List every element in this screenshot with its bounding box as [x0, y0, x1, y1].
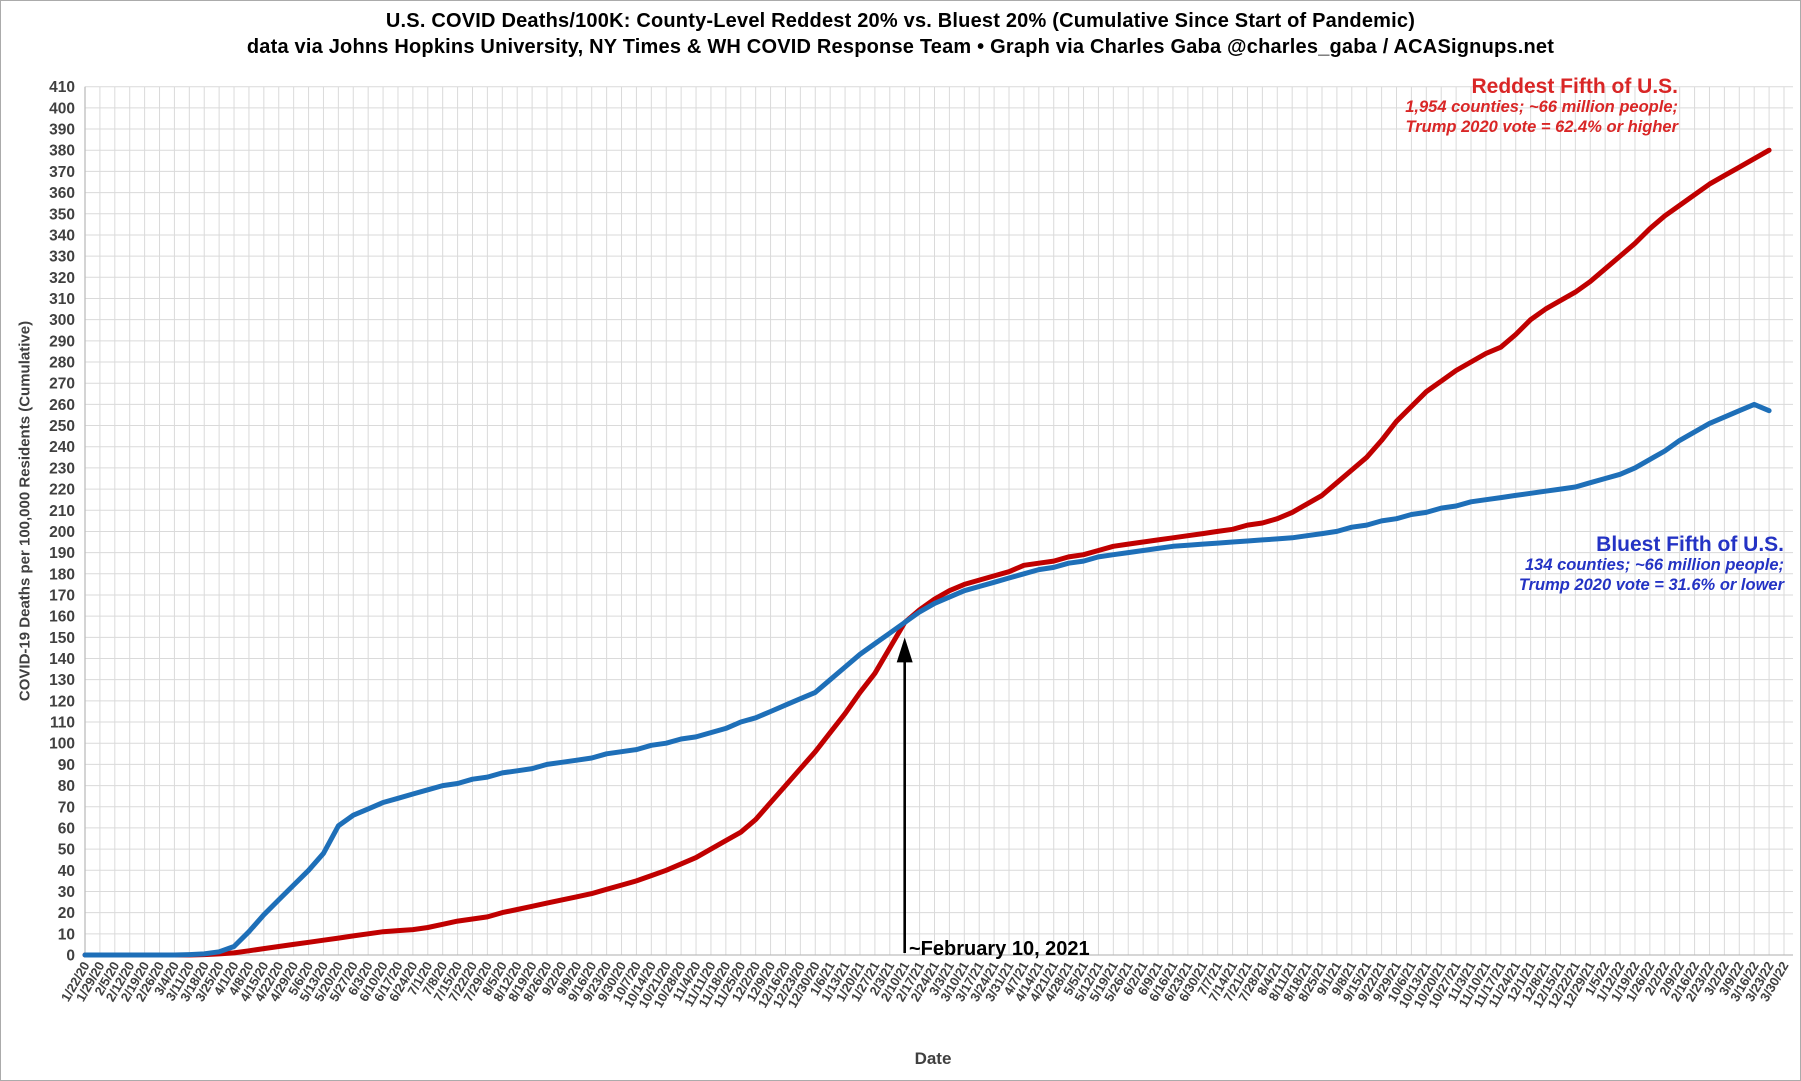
y-tick-label: 360: [49, 185, 75, 202]
y-tick-label: 180: [49, 566, 75, 583]
y-tick-label: 370: [49, 164, 75, 181]
y-tick-label: 240: [49, 439, 75, 456]
y-tick-label: 340: [49, 227, 75, 244]
y-tick-label: 400: [49, 100, 75, 117]
y-tick-label: 330: [49, 249, 75, 266]
y-tick-label: 260: [49, 397, 75, 414]
bluest-annotation-title: Bluest Fifth of U.S.: [1596, 533, 1784, 556]
y-tick-label: 70: [58, 799, 75, 816]
y-tick-label: 390: [49, 122, 75, 139]
y-tick-label: 140: [49, 651, 75, 668]
bluest-fifth-of-u-s-line: [82, 401, 1772, 958]
y-tick-label: 90: [58, 757, 75, 774]
y-tick-label: 300: [49, 312, 75, 329]
y-tick-label: 290: [49, 333, 75, 350]
y-tick-label: 320: [49, 270, 75, 287]
y-tick-label: 410: [49, 79, 75, 96]
bluest-series-annotation: Bluest Fifth of U.S. 134 counties; ~66 m…: [1518, 533, 1784, 595]
y-tick-label: 190: [49, 545, 75, 562]
reddest-series-annotation: Reddest Fifth of U.S. 1,954 counties; ~6…: [1405, 75, 1679, 137]
reddest-annotation-line3: Trump 2020 vote = 62.4% or higher: [1405, 118, 1678, 136]
y-tick-label: 60: [58, 820, 75, 837]
y-tick-label: 110: [50, 715, 75, 732]
y-tick-label: 50: [58, 842, 75, 859]
chart-title: U.S. COVID Deaths/100K: County-Level Red…: [385, 10, 1416, 32]
y-tick-label: 40: [58, 863, 75, 880]
y-tick-label: 20: [58, 905, 75, 922]
y-tick-label: 280: [49, 355, 75, 372]
y-tick-label: 250: [49, 418, 75, 435]
y-tick-label: 0: [66, 948, 75, 965]
y-tick-label: 200: [49, 524, 75, 541]
y-tick-label: 30: [58, 884, 75, 901]
y-tick-label: 10: [58, 926, 75, 943]
y-tick-label: 130: [49, 672, 75, 689]
y-tick-label: 270: [49, 376, 75, 393]
y-tick-label: 160: [49, 609, 75, 626]
crossover-date-annotation: ~February 10, 2021: [909, 938, 1090, 960]
y-tick-label: 230: [49, 460, 75, 477]
y-tick-label: 120: [49, 693, 75, 710]
reddest-fifth-of-u-s-line: [82, 147, 1772, 958]
crossover-arrow-head: [896, 637, 913, 663]
y-tick-label: 210: [49, 503, 75, 520]
y-tick-label: 150: [49, 630, 75, 647]
y-tick-label: 310: [49, 291, 75, 308]
y-tick-label: 80: [58, 778, 75, 795]
y-tick-label: 380: [49, 143, 75, 160]
y-axis-title: COVID-19 Deaths per 100,000 Residents (C…: [16, 320, 34, 702]
reddest-annotation-line2: 1,954 counties; ~66 million people;: [1405, 98, 1678, 116]
y-tick-label: 220: [49, 482, 75, 499]
chart-subtitle: data via Johns Hopkins University, NY Ti…: [246, 36, 1555, 58]
bluest-annotation-line3: Trump 2020 vote = 31.6% or lower: [1518, 576, 1784, 594]
reddest-annotation-title: Reddest Fifth of U.S.: [1471, 75, 1679, 98]
y-tick-label: 350: [49, 206, 75, 223]
y-tick-label: 100: [49, 736, 75, 753]
y-tick-label: 170: [49, 587, 75, 604]
bluest-annotation-line2: 134 counties; ~66 million people;: [1524, 556, 1784, 574]
x-axis-title: Date: [914, 1049, 952, 1068]
